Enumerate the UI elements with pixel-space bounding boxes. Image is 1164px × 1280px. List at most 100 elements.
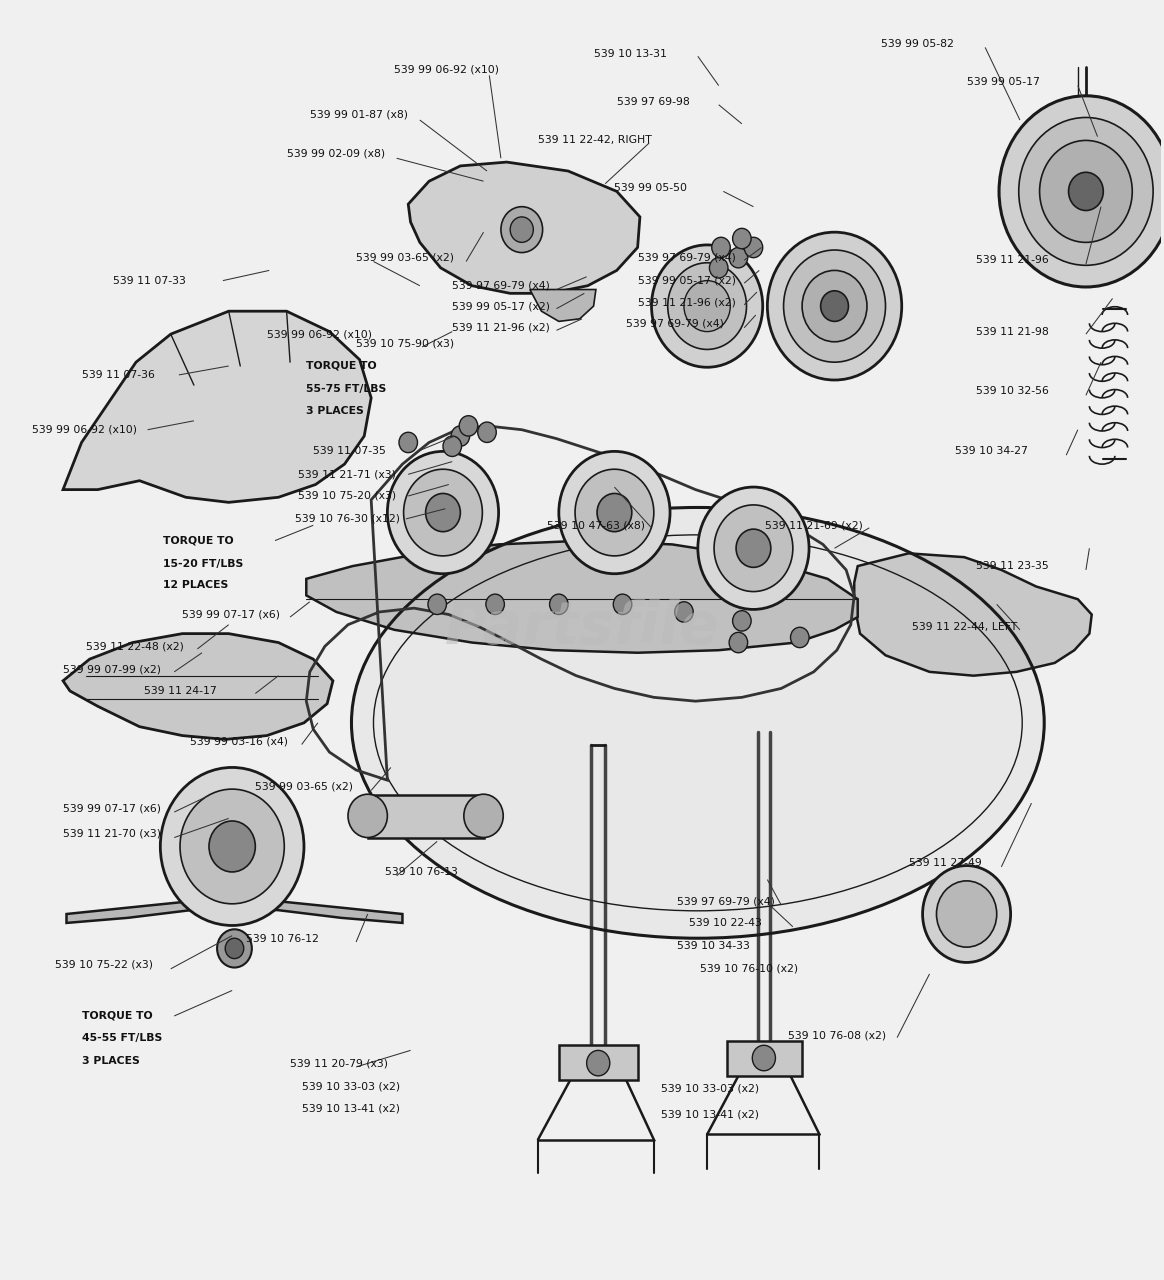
Text: 539 99 05-82: 539 99 05-82 <box>881 38 953 49</box>
Circle shape <box>452 426 469 447</box>
Polygon shape <box>66 897 403 923</box>
Text: 539 11 27-49: 539 11 27-49 <box>909 858 981 868</box>
Text: 539 11 07-33: 539 11 07-33 <box>113 275 186 285</box>
Text: 539 10 75-22 (x3): 539 10 75-22 (x3) <box>55 960 152 970</box>
Circle shape <box>767 232 902 380</box>
Text: 539 99 05-17: 539 99 05-17 <box>966 77 1039 87</box>
Text: 539 11 21-70 (x3): 539 11 21-70 (x3) <box>63 828 161 838</box>
Polygon shape <box>559 1046 638 1080</box>
Text: TORQUE TO: TORQUE TO <box>81 1011 152 1021</box>
Circle shape <box>485 594 504 614</box>
Text: 539 99 05-17 (x2): 539 99 05-17 (x2) <box>453 301 551 311</box>
Circle shape <box>404 470 482 556</box>
Circle shape <box>790 627 809 648</box>
Text: 539 10 76-30 (x12): 539 10 76-30 (x12) <box>294 515 399 524</box>
Text: 539 10 13-31: 539 10 13-31 <box>594 49 667 59</box>
Text: 539 11 21-98: 539 11 21-98 <box>975 326 1049 337</box>
Circle shape <box>477 422 496 443</box>
Text: 539 11 22-42, RIGHT: 539 11 22-42, RIGHT <box>538 136 652 146</box>
Text: 539 10 76-08 (x2): 539 10 76-08 (x2) <box>788 1030 886 1041</box>
Polygon shape <box>726 1042 802 1076</box>
Text: 12 PLACES: 12 PLACES <box>163 580 228 590</box>
Text: 539 97 69-79 (x4): 539 97 69-79 (x4) <box>626 319 724 329</box>
Circle shape <box>684 280 730 332</box>
Text: 539 99 06-92 (x10): 539 99 06-92 (x10) <box>395 64 499 74</box>
Text: 45-55 FT/LBS: 45-55 FT/LBS <box>81 1033 162 1043</box>
Text: 3 PLACES: 3 PLACES <box>81 1056 140 1065</box>
Ellipse shape <box>350 506 1045 940</box>
Circle shape <box>1018 118 1154 265</box>
Circle shape <box>729 247 747 268</box>
Circle shape <box>559 452 670 573</box>
Text: 539 99 07-17 (x6): 539 99 07-17 (x6) <box>63 804 161 813</box>
Circle shape <box>613 594 632 614</box>
Circle shape <box>460 416 477 436</box>
Circle shape <box>210 820 255 872</box>
Polygon shape <box>530 289 596 321</box>
Circle shape <box>714 504 793 591</box>
Circle shape <box>388 452 498 573</box>
Text: 3 PLACES: 3 PLACES <box>306 406 364 416</box>
Text: TORQUE TO: TORQUE TO <box>163 535 233 545</box>
Text: 539 11 21-69 (x2): 539 11 21-69 (x2) <box>765 520 863 530</box>
Polygon shape <box>63 634 333 740</box>
Circle shape <box>225 938 243 959</box>
Circle shape <box>597 493 632 531</box>
Circle shape <box>218 929 251 968</box>
Circle shape <box>180 788 284 904</box>
Circle shape <box>802 270 867 342</box>
Circle shape <box>711 237 730 257</box>
Text: 539 99 03-65 (x2): 539 99 03-65 (x2) <box>255 782 354 791</box>
Circle shape <box>463 794 503 837</box>
Circle shape <box>698 488 809 609</box>
Text: 539 99 03-16 (x4): 539 99 03-16 (x4) <box>191 737 289 748</box>
Polygon shape <box>409 163 640 293</box>
Text: 539 10 47-63 (x8): 539 10 47-63 (x8) <box>547 520 645 530</box>
Circle shape <box>587 1051 610 1076</box>
Circle shape <box>575 470 654 556</box>
Text: 539 99 05-50: 539 99 05-50 <box>615 183 688 192</box>
Circle shape <box>161 768 304 925</box>
Circle shape <box>348 794 388 837</box>
Circle shape <box>709 257 728 278</box>
Text: 539 11 24-17: 539 11 24-17 <box>144 686 217 696</box>
Circle shape <box>399 433 418 453</box>
Circle shape <box>652 244 762 367</box>
Text: 539 99 06-92 (x10): 539 99 06-92 (x10) <box>267 329 372 339</box>
Text: 539 10 75-90 (x3): 539 10 75-90 (x3) <box>356 338 454 348</box>
Circle shape <box>426 493 461 531</box>
Text: 539 10 34-27: 539 10 34-27 <box>954 447 1028 457</box>
Text: 539 11 07-36: 539 11 07-36 <box>81 370 155 380</box>
Text: 539 11 21-71 (x3): 539 11 21-71 (x3) <box>298 470 396 479</box>
Text: 539 11 22-48 (x2): 539 11 22-48 (x2) <box>86 641 184 652</box>
Text: 539 10 13-41 (x2): 539 10 13-41 (x2) <box>301 1103 399 1114</box>
Text: 539 97 69-79 (x4): 539 97 69-79 (x4) <box>453 280 551 291</box>
Text: 539 11 07-35: 539 11 07-35 <box>313 447 386 457</box>
Circle shape <box>428 594 447 614</box>
Polygon shape <box>368 795 483 837</box>
Text: 539 11 21-96: 539 11 21-96 <box>975 255 1049 265</box>
Text: 15-20 FT/LBS: 15-20 FT/LBS <box>163 558 243 568</box>
Circle shape <box>732 228 751 248</box>
Polygon shape <box>854 553 1092 676</box>
Text: TORQUE TO: TORQUE TO <box>306 361 377 371</box>
Circle shape <box>752 1046 775 1071</box>
Text: 539 99 01-87 (x8): 539 99 01-87 (x8) <box>310 110 407 120</box>
Text: 539 10 33-03 (x2): 539 10 33-03 (x2) <box>661 1084 759 1093</box>
Circle shape <box>549 594 568 614</box>
Circle shape <box>783 250 886 362</box>
Circle shape <box>668 262 746 349</box>
Text: 539 11 22-44, LEFT: 539 11 22-44, LEFT <box>913 622 1017 632</box>
Text: 539 97 69-79 (x4): 539 97 69-79 (x4) <box>638 252 736 262</box>
Circle shape <box>510 216 533 242</box>
Circle shape <box>675 602 694 622</box>
Circle shape <box>999 96 1164 287</box>
Text: 539 10 32-56: 539 10 32-56 <box>975 387 1049 397</box>
Text: 539 10 33-03 (x2): 539 10 33-03 (x2) <box>301 1082 399 1091</box>
Circle shape <box>501 206 542 252</box>
Text: 539 99 07-99 (x2): 539 99 07-99 (x2) <box>63 664 161 675</box>
Text: 539 99 05-17 (x2): 539 99 05-17 (x2) <box>638 275 736 285</box>
Text: 539 10 34-33: 539 10 34-33 <box>677 941 750 951</box>
Text: 539 11 21-96 (x2): 539 11 21-96 (x2) <box>453 323 551 333</box>
Text: 539 99 06-92 (x10): 539 99 06-92 (x10) <box>31 425 136 435</box>
